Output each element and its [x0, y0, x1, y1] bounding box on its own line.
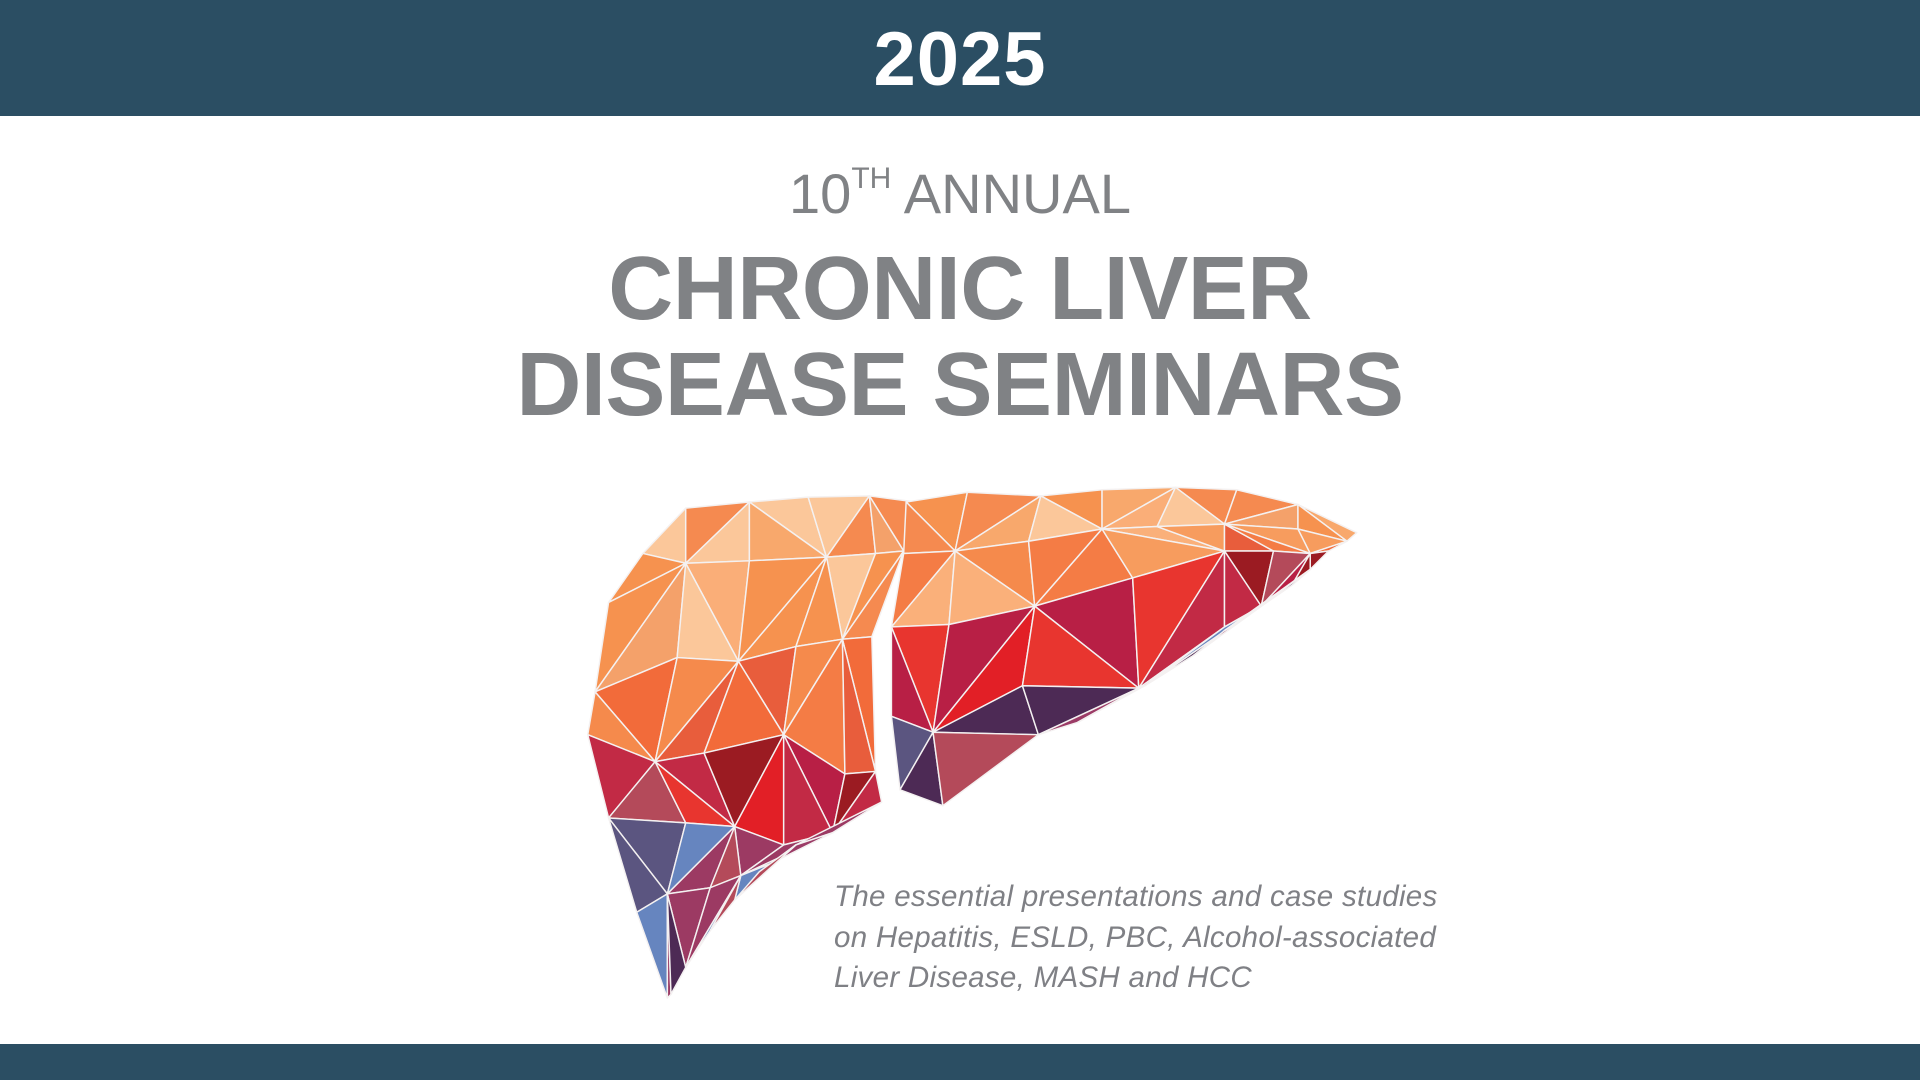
liver-facet — [932, 731, 1040, 807]
bottom-banner — [0, 1044, 1920, 1080]
description: The essential presentations and case stu… — [834, 877, 1438, 999]
title-line-2: DISEASE SEMINARS — [516, 335, 1404, 435]
liver-facet — [709, 874, 742, 932]
liver-facet — [1076, 684, 1146, 724]
description-line: The essential presentations and case stu… — [834, 880, 1438, 913]
liver-facet — [636, 893, 669, 999]
title-line-1: CHRONIC LIVER — [608, 239, 1312, 339]
liver-facet — [1021, 684, 1140, 736]
liver-facet — [666, 893, 687, 996]
edition-number: 10 — [789, 162, 852, 225]
edition-heading: 10TH ANNUAL — [0, 164, 1920, 222]
edition-suffix: TH — [851, 162, 892, 195]
year-label: 2025 — [873, 17, 1047, 102]
edition-word: ANNUAL — [903, 162, 1131, 225]
description-line: on Hepatitis, ESLD, PBC, Alcohol-associa… — [834, 920, 1437, 954]
liver-facet — [1309, 550, 1330, 571]
top-banner: 2025 — [0, 0, 1920, 116]
liver-facet — [1223, 568, 1311, 632]
description-line: Liver Disease, MASH and HCC — [834, 961, 1252, 994]
liver-facet — [733, 844, 797, 901]
